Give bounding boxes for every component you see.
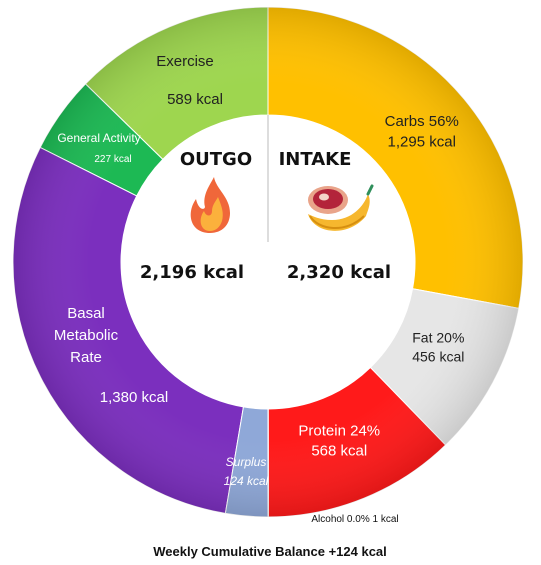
bmr-name-label: Basal Metabolic Rate <box>54 305 119 366</box>
bmr-value-label: 1,380 kcal <box>100 389 168 406</box>
fat-label: Fat 20% 456 kcal <box>412 329 464 364</box>
surplus-label: Surplus 124 kcal <box>224 455 269 488</box>
donut-segments <box>12 6 524 518</box>
protein-label: Protein 24% 568 kcal <box>298 422 380 459</box>
chart-footer: Weekly Cumulative Balance +124 kcal <box>153 544 387 559</box>
carbs-label: Carbs 56% 1,295 kcal <box>385 113 459 150</box>
food-icon <box>308 184 374 231</box>
exercise-name-label: Exercise <box>156 53 214 70</box>
segment-labels: Carbs 56% 1,295 kcal Fat 20% 456 kcal Protei… <box>54 53 465 488</box>
intake-total: 2,320 kcal <box>287 262 391 283</box>
outgo-total: 2,196 kcal <box>140 262 244 283</box>
general-activity-name-label: General Activity <box>57 131 140 145</box>
alcohol-label: Alcohol 0.0% 1 kcal <box>311 514 398 525</box>
outgo-heading: OUTGO <box>180 149 252 170</box>
intake-heading: INTAKE <box>279 149 352 170</box>
fire-icon <box>190 177 230 233</box>
exercise-value-label: 589 kcal <box>167 91 223 108</box>
general-activity-value-label: 227 kcal <box>94 154 131 165</box>
